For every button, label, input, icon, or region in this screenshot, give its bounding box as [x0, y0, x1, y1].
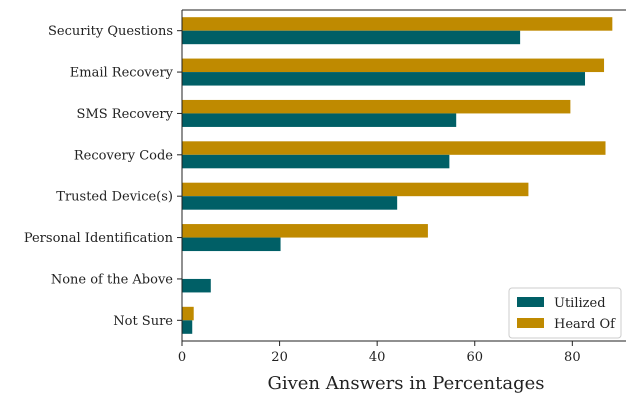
bar-utilized	[182, 30, 521, 45]
y-tick-label: Personal Identification	[24, 231, 174, 246]
bar-heard-of	[182, 141, 606, 155]
bar-heard-of	[182, 58, 605, 73]
bar-heard-of	[182, 182, 529, 197]
bar-heard-of	[182, 99, 571, 114]
bar-utilized	[182, 72, 586, 86]
bar-utilized	[182, 154, 450, 169]
x-tick-label: 80	[564, 350, 581, 365]
x-tick-label: 40	[369, 350, 386, 365]
x-tick-label: 0	[178, 350, 186, 365]
bar-utilized	[182, 237, 281, 252]
bar-utilized	[182, 278, 211, 293]
legend-swatch	[517, 318, 544, 328]
plot-area: Security Questions Email Recovery SMS Reco…	[24, 9, 626, 365]
x-tick-label: 60	[466, 350, 483, 365]
bar-heard-of	[182, 306, 194, 321]
legend-label: Heard Of	[554, 317, 616, 332]
y-tick-label: Not Sure	[113, 314, 173, 329]
y-tick-label: SMS Recovery	[77, 107, 174, 122]
y-tick-label: Email Recovery	[70, 66, 174, 81]
bar-utilized	[182, 320, 193, 334]
y-tick-label: Recovery Code	[74, 148, 173, 163]
bar-heard-of	[182, 224, 428, 238]
legend-swatch	[517, 297, 544, 307]
y-tick-label: Trusted Device(s)	[56, 190, 173, 205]
y-tick-label: Security Questions	[48, 24, 173, 39]
legend-label: Utilized	[554, 296, 606, 311]
x-tick-label: 20	[271, 350, 288, 365]
bar-heard-of	[182, 17, 613, 31]
bar-utilized	[182, 196, 398, 210]
bar-utilized	[182, 113, 457, 127]
x-axis-title: Given Answers in Percentages	[267, 373, 544, 394]
y-tick-label: None of the Above	[51, 272, 173, 287]
